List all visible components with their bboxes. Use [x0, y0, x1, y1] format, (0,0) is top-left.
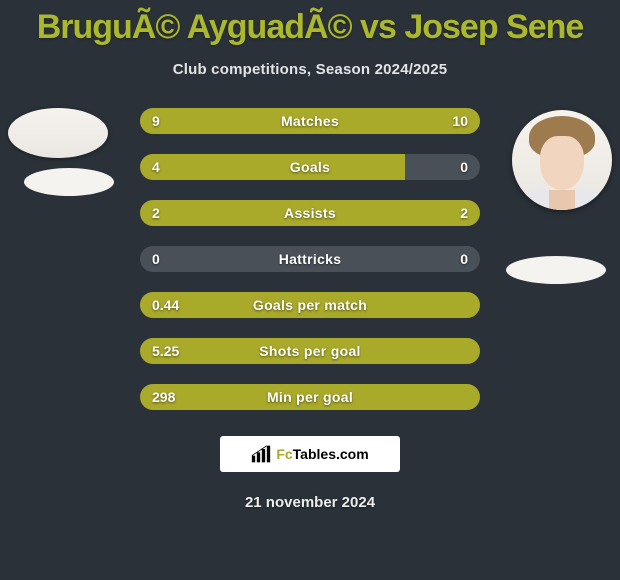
comparison-body: 910Matches 40Goals 22Assists 00Hattricks 0.4…	[0, 108, 620, 511]
player-right-avatar	[512, 110, 612, 210]
stat-label: Min per goal	[140, 389, 480, 405]
comparison-subtitle: Club competitions, Season 2024/2025	[0, 61, 620, 78]
player-right-face	[512, 110, 612, 210]
stat-label: Goals per match	[140, 297, 480, 313]
stat-row: 00Hattricks	[140, 246, 480, 272]
stat-row: 910Matches	[140, 108, 480, 134]
brand-text: FcTables.com	[276, 446, 368, 462]
stat-row: 22Assists	[140, 200, 480, 226]
stat-label: Hattricks	[140, 251, 480, 267]
player-left-avatar-blank	[8, 108, 108, 158]
stat-label: Matches	[140, 113, 480, 129]
comparison-date: 21 november 2024	[0, 494, 620, 511]
stat-row: 40Goals	[140, 154, 480, 180]
stat-row: 298Min per goal	[140, 384, 480, 410]
player-right-placeholder	[506, 256, 606, 284]
brand-badge[interactable]: FcTables.com	[220, 436, 400, 472]
player-left-placeholder	[24, 168, 114, 196]
bar-chart-icon	[251, 445, 271, 463]
stat-bars: 910Matches 40Goals 22Assists 00Hattricks 0.4…	[140, 108, 480, 410]
stat-label: Assists	[140, 205, 480, 221]
stat-label: Goals	[140, 159, 480, 175]
stat-row: 5.25Shots per goal	[140, 338, 480, 364]
comparison-title: BruguÃ© AyguadÃ© vs Josep Sene	[0, 0, 620, 47]
stat-label: Shots per goal	[140, 343, 480, 359]
stat-row: 0.44Goals per match	[140, 292, 480, 318]
